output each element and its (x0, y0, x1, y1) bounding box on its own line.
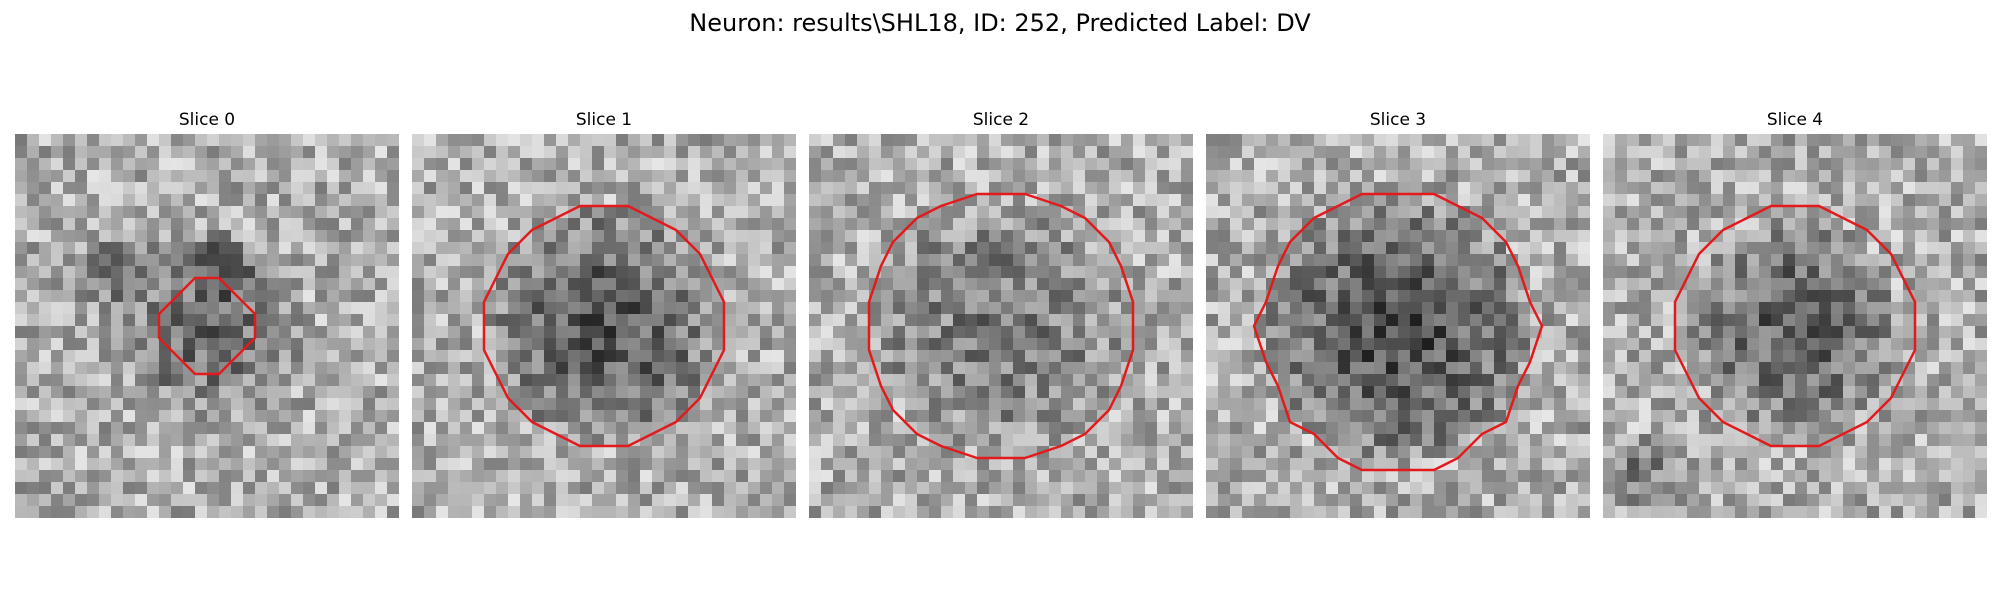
slice-1-image (412, 134, 796, 518)
slice-3-svg (1206, 134, 1590, 518)
pixel-grid (412, 134, 796, 518)
figure-title: Neuron: results\SHL18, ID: 252, Predicte… (689, 9, 1311, 37)
slice-0-image (15, 134, 399, 518)
slice-2-image (809, 134, 1193, 518)
neuron-contour (867, 192, 1135, 460)
neuron-contour (1252, 192, 1544, 472)
slice-2-title: Slice 2 (972, 110, 1030, 130)
neuron-contour (157, 276, 257, 376)
slice-0-svg (15, 134, 399, 518)
pixel-grid (1603, 134, 1987, 518)
slice-4-image (1603, 134, 1987, 518)
pixel-grid (1206, 134, 1590, 518)
slice-0-title: Slice 0 (178, 110, 236, 130)
pixel-grid (809, 134, 1193, 518)
pixel-grid (15, 134, 399, 518)
slice-4-svg (1603, 134, 1987, 518)
neuron-contour (482, 204, 726, 448)
slice-1-svg (412, 134, 796, 518)
slice-3-image (1206, 134, 1590, 518)
neuron-contour (1673, 204, 1917, 448)
slice-4-title: Slice 4 (1766, 110, 1824, 130)
slice-3-title: Slice 3 (1369, 110, 1427, 130)
slice-1-title: Slice 1 (575, 110, 633, 130)
slice-2-svg (809, 134, 1193, 518)
